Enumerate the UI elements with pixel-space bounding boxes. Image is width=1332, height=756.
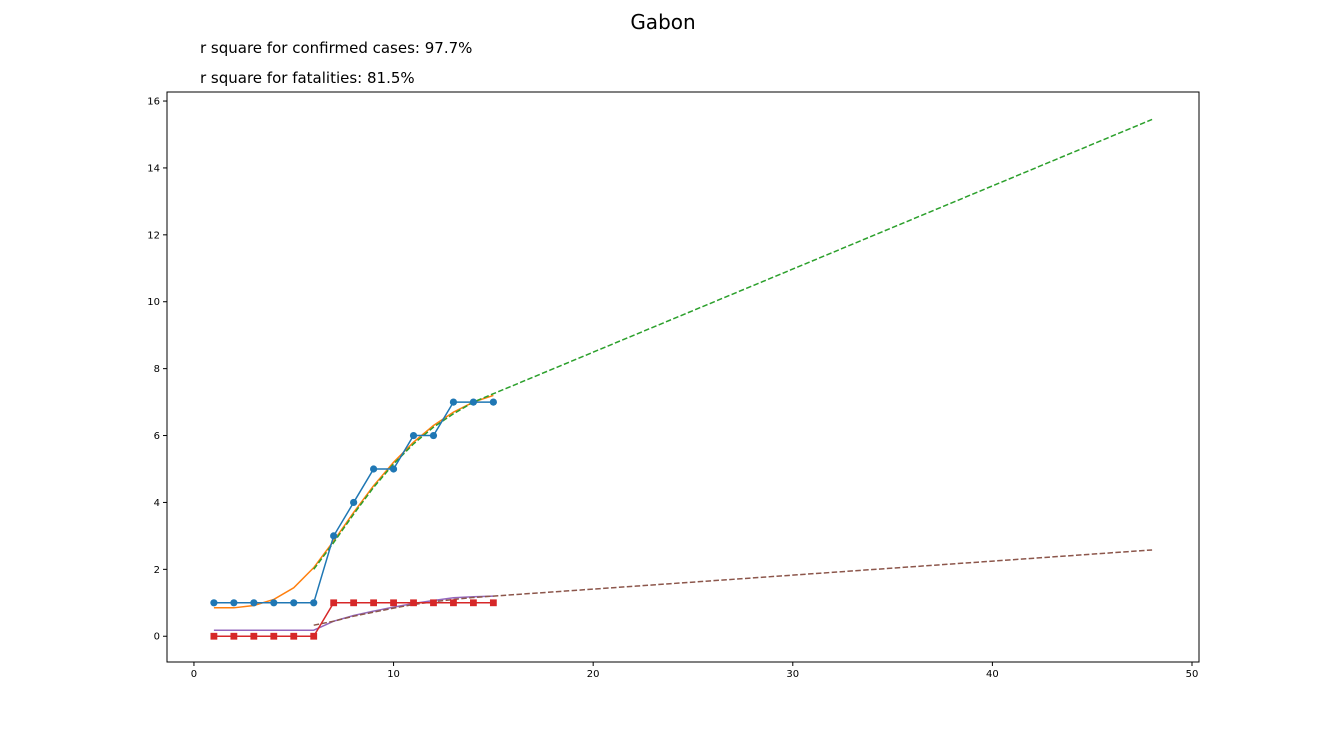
confirmed-point: [429, 431, 438, 440]
confirmed-point: [369, 465, 378, 473]
fatalities-forecast-line: [313, 549, 1153, 626]
confirmed-point: [449, 398, 458, 406]
y-tick-label: 2: [154, 565, 160, 576]
confirmed-point: [310, 599, 318, 607]
confirmed-point: [270, 599, 278, 607]
y-tick-label: 6: [154, 431, 160, 442]
confirmed-point: [290, 599, 298, 607]
plot-area: [210, 118, 1153, 640]
fatalities-point: [350, 599, 358, 607]
confirmed-point: [469, 398, 478, 406]
x-tick-label: 40: [986, 669, 999, 680]
fatalities-point: [270, 632, 278, 640]
r-square-fatalities-annotation: r square for fatalities: 81.5%: [200, 69, 415, 87]
x-tick-label: 10: [387, 669, 400, 680]
fatalities-point: [430, 599, 437, 607]
confirmed-point: [330, 532, 338, 540]
fatalities-point: [410, 599, 417, 607]
fatalities-point: [489, 599, 497, 607]
confirmed-point: [409, 431, 418, 440]
confirmed-point: [210, 599, 218, 607]
y-tick-label: 12: [147, 230, 160, 241]
y-tick-label: 0: [154, 632, 160, 643]
x-tick-label: 30: [786, 669, 799, 680]
confirmed-point: [489, 398, 497, 406]
x-tick-label: 50: [1186, 669, 1199, 680]
fatalities-point: [450, 599, 457, 607]
fatalities-point: [390, 599, 397, 607]
axes: 0 10 20 30 40 50 0 2 4 6 8 10 12 14 16: [147, 97, 1198, 680]
r-square-confirmed-annotation: r square for confirmed cases: 97.7%: [200, 39, 473, 57]
fatalities-point: [310, 632, 318, 640]
confirmed-forecast-line: [313, 118, 1153, 570]
fatalities-point: [210, 632, 218, 640]
y-tick-label: 16: [147, 97, 160, 108]
y-tick-label: 4: [154, 498, 160, 509]
fatalities-point: [470, 599, 477, 607]
fatalities-point: [230, 632, 238, 640]
fatalities-point: [250, 632, 258, 640]
fatalities-point: [290, 632, 298, 640]
y-tick-label: 14: [147, 163, 160, 174]
chart-title: Gabon: [630, 10, 696, 34]
axes-frame: [166, 91, 1200, 663]
confirmed-point: [250, 599, 258, 607]
fatalities-point: [330, 599, 338, 607]
x-tick-label: 20: [587, 669, 600, 680]
confirmed-point: [350, 498, 358, 507]
confirmed-point: [389, 465, 398, 473]
fatalities-line: [213, 602, 494, 637]
y-tick-label: 10: [147, 297, 160, 308]
confirmed-point: [230, 599, 238, 607]
x-tick-label: 0: [191, 669, 197, 680]
y-tick-label: 8: [154, 364, 160, 375]
fatalities-point: [370, 599, 377, 607]
